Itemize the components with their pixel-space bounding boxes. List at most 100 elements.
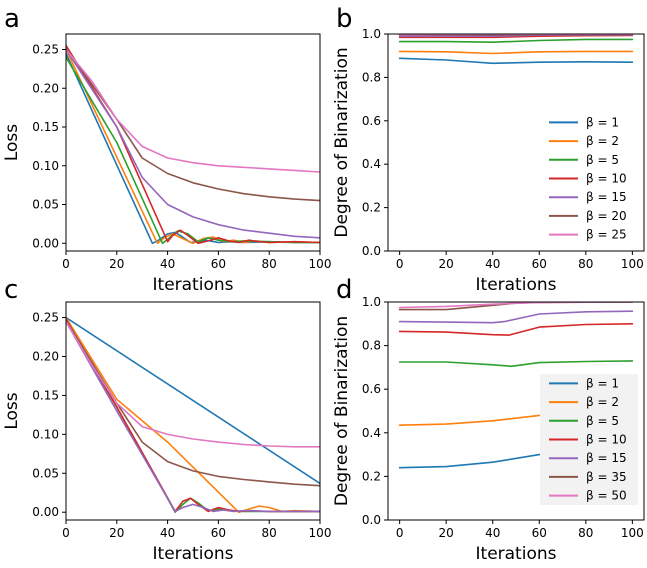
x-tick-label: 40 (160, 257, 175, 271)
series-line-4 (398, 322, 634, 336)
series-line-1 (66, 52, 320, 245)
panel-letter: a (4, 4, 20, 34)
x-tick-label: 60 (211, 526, 226, 540)
x-tick-label: 60 (532, 257, 547, 271)
y-tick-label: 0.4 (362, 157, 381, 171)
series-line-6 (66, 47, 320, 202)
series-group (398, 34, 634, 65)
x-tick-label: 20 (109, 526, 124, 540)
y-axis-label: Loss (2, 392, 22, 429)
y-tick-label: 1.0 (362, 27, 381, 41)
legend-label: β = 10 (586, 172, 627, 186)
x-tick-label: 80 (262, 257, 277, 271)
series-line-5 (66, 48, 320, 239)
x-tick-label: 20 (439, 526, 454, 540)
y-axis-label: Degree of Binarization (332, 47, 352, 237)
chart-panel-c: 0 20 40 60 80 100 0.00 0.05 0.10 0.15 0.20 0.25 Iter… (2, 275, 331, 564)
panel-letter: d (336, 275, 353, 305)
series-line-4 (66, 44, 320, 245)
chart-panel-a: 0 20 40 60 80 100 0.00 0.05 0.10 0.15 0.20 0.25 Iter… (2, 4, 331, 295)
legend-label: β = 50 (586, 489, 627, 503)
plot-frame (387, 301, 645, 521)
y-tick-label: 0.0 (362, 244, 381, 258)
x-tick-label: 0 (396, 526, 404, 540)
series-line-3 (398, 360, 634, 368)
legend: β = 1 β = 2 β = 5 β = 10 β = 15 β = 20 β = 25 (549, 115, 627, 242)
x-tick-label: 100 (309, 257, 332, 271)
series-line-2 (66, 48, 320, 245)
y-tick-label: 0.2 (362, 201, 381, 215)
y-tick-label: 0.2 (362, 469, 381, 483)
y-tick-label: 0.15 (32, 120, 59, 134)
y-tick-label: 0.6 (362, 114, 381, 128)
legend-label: β = 35 (586, 470, 627, 484)
y-tick-label: 0.05 (32, 466, 59, 480)
series-line-6 (66, 319, 320, 487)
legend-label: β = 10 (586, 433, 627, 447)
y-tick-label: 0.10 (32, 159, 59, 173)
x-axis-label: Iterations (153, 275, 234, 295)
panel-letter: b (336, 4, 353, 34)
x-tick-label: 40 (160, 526, 175, 540)
y-tick-label: 0.15 (32, 388, 59, 402)
y-axis-label: Loss (2, 124, 22, 161)
x-axis-label: Iterations (476, 544, 557, 564)
legend-label: β = 2 (586, 395, 619, 409)
series-line-5 (66, 320, 320, 513)
x-tick-label: 80 (578, 526, 593, 540)
legend-label: β = 2 (586, 134, 619, 148)
y-tick-label: 0.10 (32, 427, 59, 441)
x-tick-label: 100 (621, 257, 644, 271)
plot-frame (65, 301, 321, 521)
x-tick-label: 40 (485, 257, 500, 271)
x-tick-label: 0 (62, 526, 70, 540)
x-tick-label: 60 (532, 526, 547, 540)
y-tick-label: 0.8 (362, 339, 381, 353)
y-tick-label: 0.05 (32, 198, 59, 212)
y-tick-label: 0.0 (362, 513, 381, 527)
x-tick-label: 0 (396, 257, 404, 271)
y-tick-label: 0.6 (362, 382, 381, 396)
legend-label: β = 15 (586, 190, 627, 204)
y-tick-label: 0.25 (32, 43, 59, 57)
y-tick-label: 0.25 (32, 311, 59, 325)
y-tick-label: 0.4 (362, 426, 381, 440)
x-tick-label: 100 (621, 526, 644, 540)
chart-panel-d: 0 20 40 60 80 100 0.0 0.2 0.4 0.6 0.8 1.0 Iterations… (332, 275, 645, 564)
legend-label: β = 1 (586, 376, 619, 390)
x-tick-label: 80 (578, 257, 593, 271)
series-line-1 (398, 57, 634, 65)
legend-label: β = 5 (586, 414, 619, 428)
y-tick-label: 0.00 (32, 505, 59, 519)
y-axis-label: Degree of Binarization (332, 316, 352, 506)
x-tick-label: 20 (109, 257, 124, 271)
series-line-3 (398, 38, 634, 44)
x-tick-label: 60 (211, 257, 226, 271)
x-axis-label: Iterations (153, 544, 234, 564)
y-tick-label: 0.20 (32, 350, 59, 364)
plot-frame (387, 33, 645, 252)
y-tick-label: 0.8 (362, 70, 381, 84)
x-tick-label: 0 (62, 257, 70, 271)
panel-letter: c (4, 275, 18, 305)
x-tick-label: 80 (262, 526, 277, 540)
y-tick-label: 0.20 (32, 81, 59, 95)
legend-label: β = 25 (586, 228, 627, 242)
x-tick-label: 100 (309, 526, 332, 540)
series-line-1 (66, 316, 320, 485)
x-axis-label: Iterations (476, 275, 557, 295)
chart-panel-b: 0 20 40 60 80 100 0.0 0.2 0.4 0.6 0.8 1.0 Iterations… (332, 4, 645, 295)
legend: β = 1 β = 2 β = 5 β = 10 β = 15 β = 35 β = 50 (540, 374, 638, 505)
plot-frame (65, 33, 321, 252)
series-group (66, 316, 320, 514)
legend-label: β = 5 (586, 153, 619, 167)
series-line-7 (398, 302, 634, 309)
y-tick-label: 1.0 (362, 295, 381, 309)
series-group (66, 44, 320, 245)
series-line-2 (398, 50, 634, 55)
x-tick-label: 20 (439, 257, 454, 271)
y-tick-label: 0.00 (32, 236, 59, 250)
series-line-7 (66, 320, 320, 448)
legend-label: β = 20 (586, 209, 627, 223)
